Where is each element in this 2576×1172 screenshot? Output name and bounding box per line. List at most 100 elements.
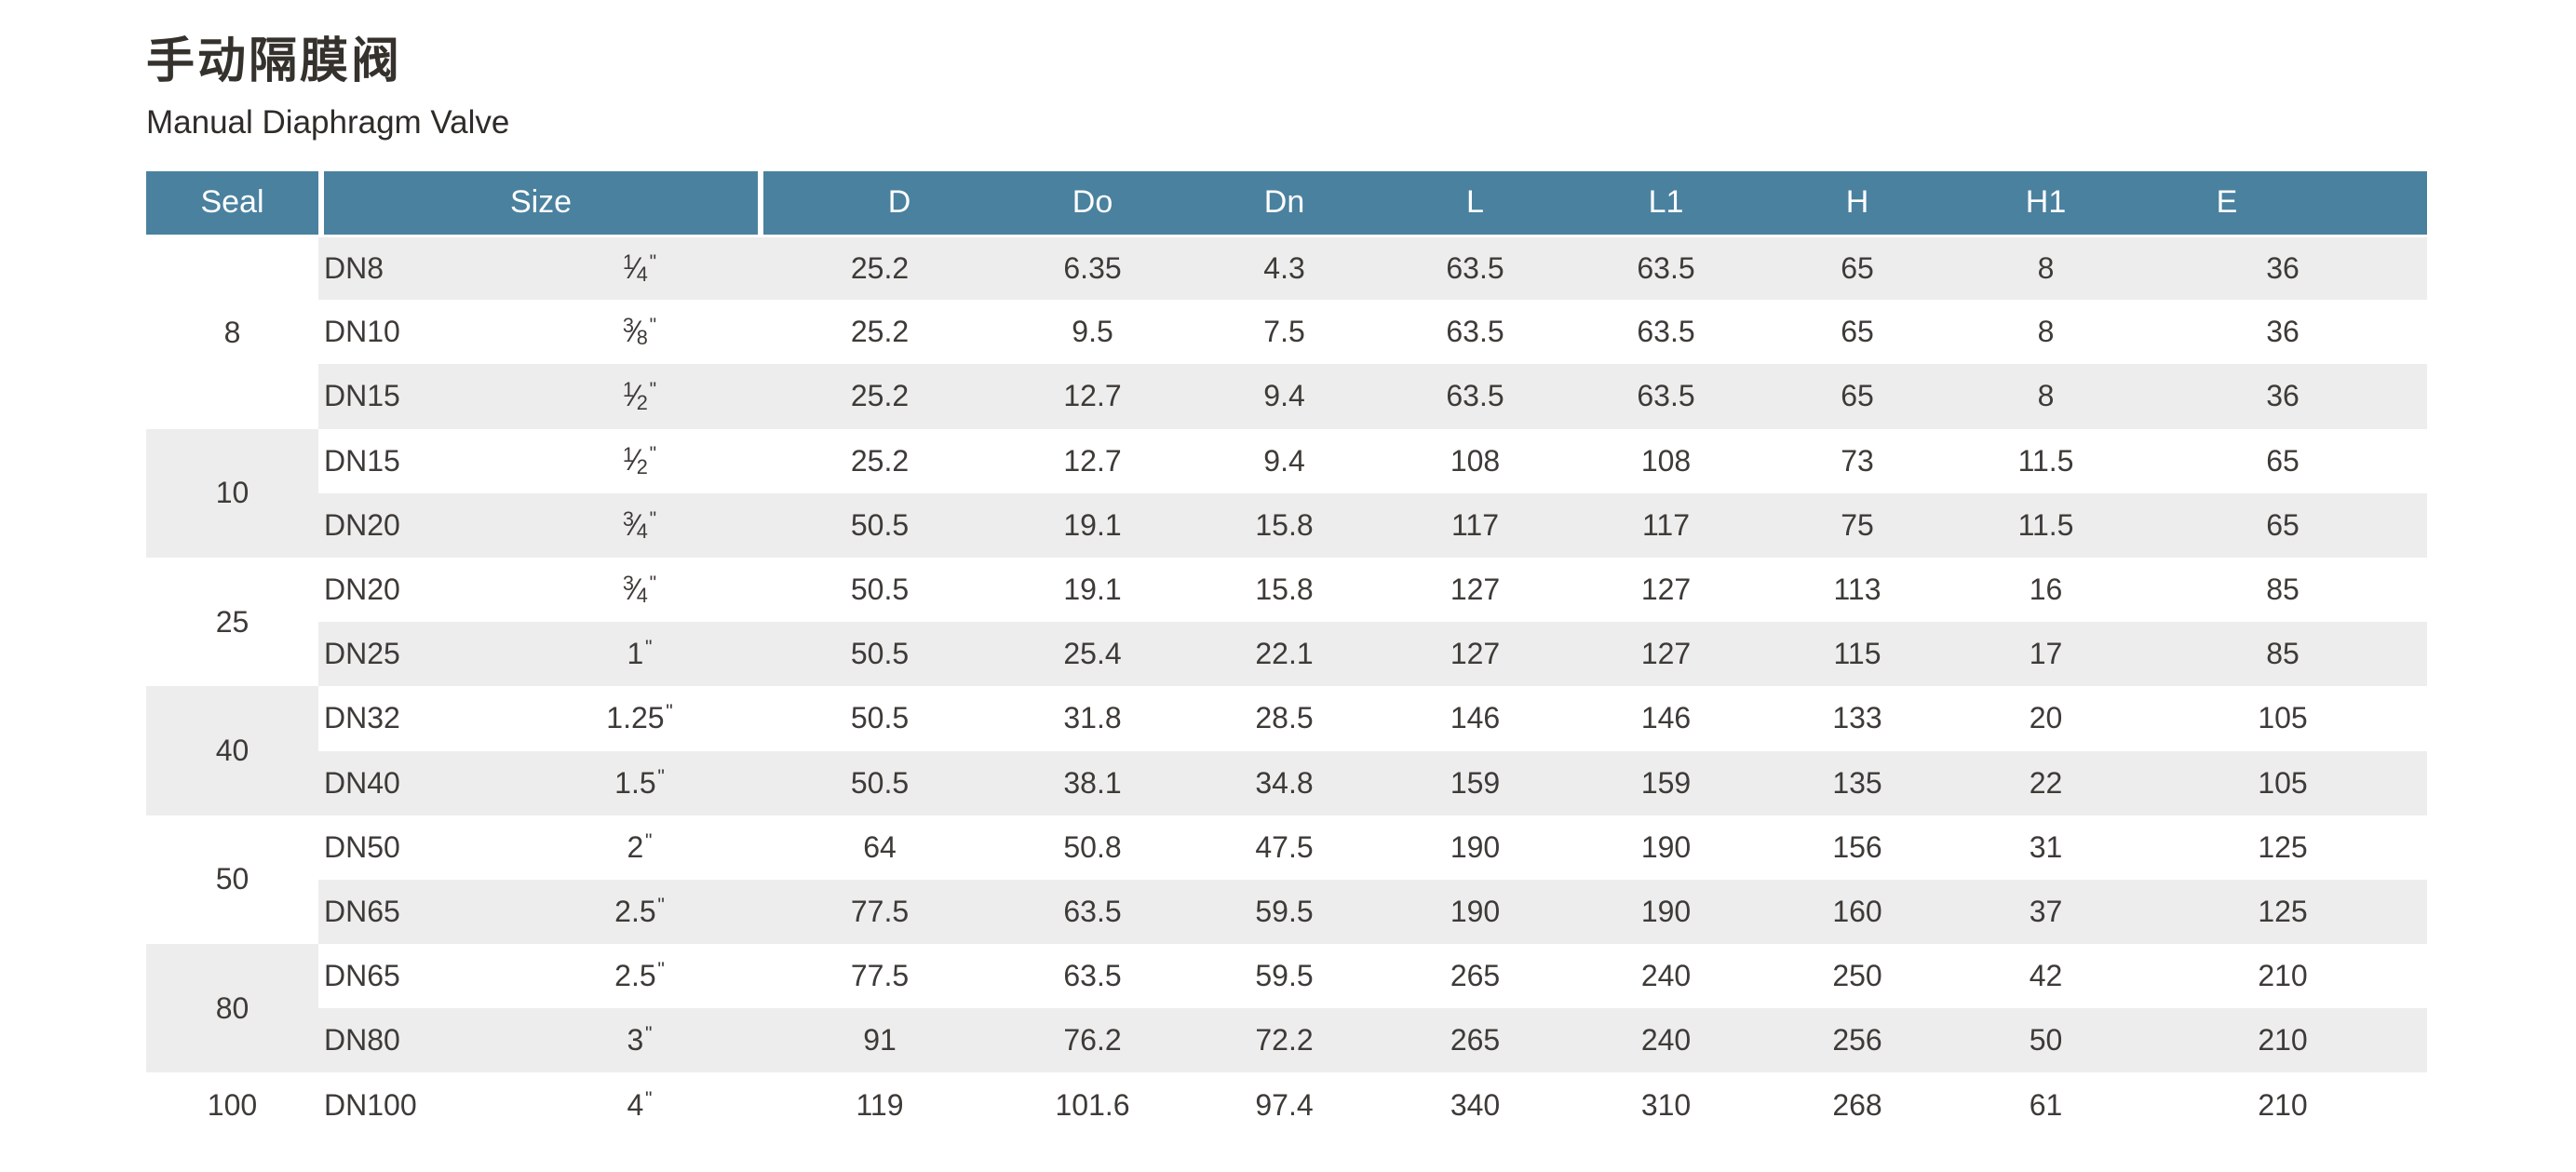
- col-header-seal: Seal: [146, 171, 318, 237]
- seal-cell: 80: [146, 944, 318, 1073]
- dim-value-cell: 97.4: [1189, 1072, 1381, 1138]
- col-header-size: Size: [324, 171, 759, 237]
- dim-value-cell: 240: [1571, 944, 1762, 1009]
- size-inch-cell: 2": [521, 815, 759, 880]
- dim-value-cell: 61: [1953, 1072, 2139, 1138]
- table-row: DN15 1⁄2" 25.2 12.7 9.4 63.5 63.5 65 8 36: [146, 364, 2428, 429]
- dim-value-cell: 15.8: [1189, 492, 1381, 558]
- dim-value-cell: 159: [1380, 750, 1571, 815]
- size-dn-cell: DN50: [324, 815, 521, 880]
- dim-value-cell: 19.1: [996, 557, 1190, 623]
- column-separator: [758, 879, 764, 945]
- dim-value-cell: 9.4: [1189, 428, 1381, 493]
- size-inch-cell: 2.5": [521, 879, 759, 945]
- column-separator: [758, 171, 764, 237]
- dim-value-cell: 9.4: [1189, 364, 1381, 429]
- size-dn-cell: DN65: [324, 879, 521, 945]
- size-dn-cell: DN25: [324, 622, 521, 687]
- column-separator: [318, 1008, 324, 1073]
- dim-value-cell: 50.5: [763, 686, 997, 751]
- dim-value-cell: 20: [1953, 686, 2139, 751]
- column-separator: [318, 492, 324, 558]
- page-subtitle: Manual Diaphragm Valve: [146, 104, 510, 141]
- dim-value-cell: 310: [1571, 1072, 1762, 1138]
- column-separator: [318, 300, 324, 365]
- table-row: 10 DN15 1⁄2" 25.2 12.7 9.4 108 108 73 11.5 65: [146, 428, 2428, 558]
- dim-value-cell: 59.5: [1189, 944, 1381, 1009]
- dim-value-cell: 117: [1571, 492, 1762, 558]
- table-row: 25 DN20 3⁄4" 50.5 19.1 15.8 127 127 113 16 85: [146, 557, 2428, 687]
- dim-value-cell: 50.5: [763, 750, 997, 815]
- dim-value-cell: 22: [1953, 750, 2139, 815]
- dim-value-cell: 113: [1761, 557, 1954, 623]
- dim-value-cell: 240: [1571, 1008, 1762, 1073]
- size-dn-cell: DN10: [324, 300, 521, 365]
- dim-value-cell: 12.7: [996, 364, 1190, 429]
- dim-value-cell: 115: [1761, 622, 1954, 687]
- col-header-e: E: [2138, 171, 2428, 237]
- seal-cell: 100: [146, 1072, 318, 1138]
- dim-value-cell: 256: [1761, 1008, 1954, 1073]
- dim-value-cell: 125: [2138, 815, 2428, 880]
- dim-value-cell: 75: [1761, 492, 1954, 558]
- dim-value-cell: 76.2: [996, 1008, 1190, 1073]
- column-separator: [318, 557, 324, 623]
- column-separator: [318, 815, 324, 880]
- col-header-h1: H1: [1953, 171, 2139, 237]
- column-separator: [318, 364, 324, 429]
- table-body: 8 DN8 1⁄4" 25.2 6.35 4.3 63.5 63.5 65 8 36 DN10 3⁄8"…: [146, 236, 2428, 1138]
- size-inch-cell: 3⁄8": [521, 300, 759, 365]
- dim-value-cell: 63.5: [1380, 300, 1571, 365]
- column-separator: [758, 944, 764, 1009]
- column-separator: [318, 750, 324, 815]
- seal-cell: 40: [146, 686, 318, 815]
- dim-value-cell: 42: [1953, 944, 2139, 1009]
- dim-value-cell: 190: [1380, 815, 1571, 880]
- dim-value-cell: 119: [763, 1072, 997, 1138]
- dim-value-cell: 50.5: [763, 622, 997, 687]
- dim-value-cell: 210: [2138, 944, 2428, 1009]
- size-dn-cell: DN80: [324, 1008, 521, 1073]
- dim-value-cell: 101.6: [996, 1072, 1190, 1138]
- size-inch-cell: 1⁄2": [521, 364, 759, 429]
- dim-value-cell: 50.8: [996, 815, 1190, 880]
- dim-value-cell: 190: [1571, 879, 1762, 945]
- size-inch-cell: 1": [521, 622, 759, 687]
- dim-value-cell: 268: [1761, 1072, 1954, 1138]
- dim-value-cell: 25.2: [763, 364, 997, 429]
- dim-value-cell: 59.5: [1189, 879, 1381, 945]
- dim-value-cell: 108: [1571, 428, 1762, 493]
- dim-value-cell: 8: [1953, 364, 2139, 429]
- dim-value-cell: 190: [1380, 879, 1571, 945]
- column-separator: [758, 1008, 764, 1073]
- dim-value-cell: 22.1: [1189, 622, 1381, 687]
- dim-value-cell: 28.5: [1189, 686, 1381, 751]
- column-separator: [318, 1072, 324, 1138]
- dim-value-cell: 7.5: [1189, 300, 1381, 365]
- col-header-do: Do: [996, 171, 1190, 237]
- dim-value-cell: 159: [1571, 750, 1762, 815]
- column-separator: [758, 364, 764, 429]
- table-row: 100 DN100 4" 119 101.6 97.4 340 310 268 61 210: [146, 1072, 2428, 1138]
- column-separator: [318, 428, 324, 493]
- column-separator: [758, 622, 764, 687]
- dim-value-cell: 9.5: [996, 300, 1190, 365]
- dim-value-cell: 146: [1380, 686, 1571, 751]
- dim-value-cell: 15.8: [1189, 557, 1381, 623]
- dim-value-cell: 127: [1571, 557, 1762, 623]
- column-separator: [758, 1072, 764, 1138]
- column-separator: [758, 300, 764, 365]
- dim-value-cell: 135: [1761, 750, 1954, 815]
- dim-value-cell: 38.1: [996, 750, 1190, 815]
- dim-value-cell: 50.5: [763, 557, 997, 623]
- dim-value-cell: 19.1: [996, 492, 1190, 558]
- dim-value-cell: 146: [1571, 686, 1762, 751]
- dim-value-cell: 250: [1761, 944, 1954, 1009]
- dim-value-cell: 25.2: [763, 300, 997, 365]
- column-separator: [758, 428, 764, 493]
- seal-cell: 25: [146, 557, 318, 687]
- dim-value-cell: 65: [1761, 364, 1954, 429]
- dim-value-cell: 31: [1953, 815, 2139, 880]
- dim-value-cell: 105: [2138, 686, 2428, 751]
- header-row: Seal Size D Do Dn L L1 H H1 E: [146, 171, 2428, 237]
